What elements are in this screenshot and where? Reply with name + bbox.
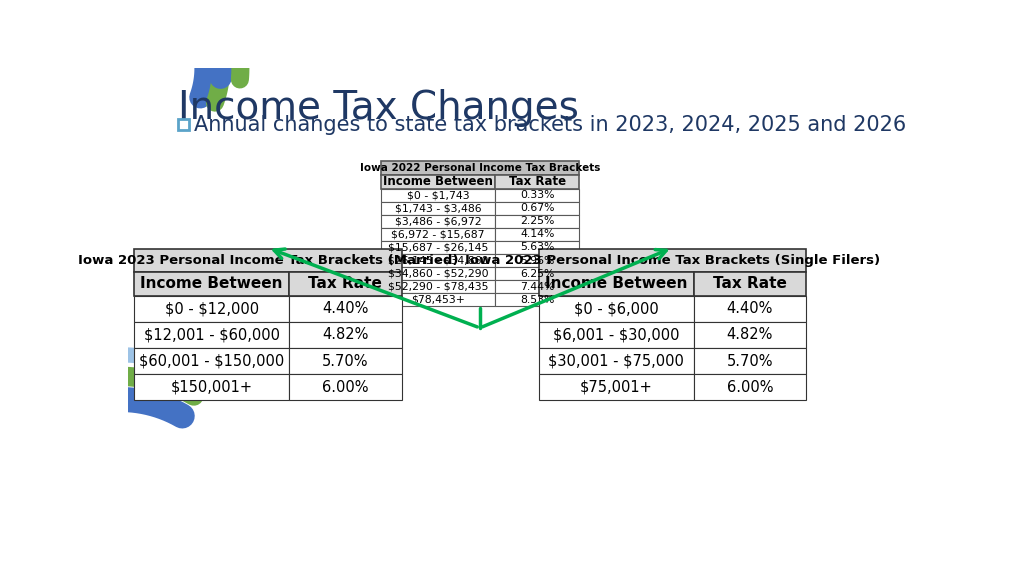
Text: Annual changes to state tax brackets in 2023, 2024, 2025 and 2026: Annual changes to state tax brackets in …: [194, 115, 906, 135]
Text: 7.44%: 7.44%: [520, 282, 554, 292]
FancyBboxPatch shape: [496, 202, 579, 215]
FancyBboxPatch shape: [693, 321, 806, 348]
Text: \$1,743 - \$3,486: \$1,743 - \$3,486: [394, 203, 481, 213]
Text: 4.40%: 4.40%: [323, 301, 369, 316]
Text: 0.67%: 0.67%: [520, 203, 554, 213]
Text: \$6,972 - \$15,687: \$6,972 - \$15,687: [391, 229, 484, 239]
FancyBboxPatch shape: [381, 202, 496, 215]
Text: Iowa 2022 Personal Income Tax Brackets: Iowa 2022 Personal Income Tax Brackets: [359, 162, 600, 173]
FancyBboxPatch shape: [496, 215, 579, 228]
Text: 8.53%: 8.53%: [520, 295, 554, 305]
Text: Income Between: Income Between: [140, 276, 283, 291]
FancyBboxPatch shape: [289, 296, 401, 321]
Text: 5.63%: 5.63%: [520, 242, 554, 253]
Text: \$0 - \$1,743: \$0 - \$1,743: [407, 190, 469, 200]
FancyBboxPatch shape: [539, 321, 693, 348]
Text: \$150,001+: \$150,001+: [171, 380, 253, 394]
Text: \$15,687 - \$26,145: \$15,687 - \$26,145: [388, 242, 488, 253]
FancyBboxPatch shape: [134, 348, 289, 374]
Text: \$6,001 - \$30,000: \$6,001 - \$30,000: [553, 327, 680, 343]
FancyBboxPatch shape: [134, 321, 289, 348]
Text: \$0 - \$12,000: \$0 - \$12,000: [165, 301, 259, 316]
Text: Income Between: Income Between: [545, 276, 687, 291]
FancyBboxPatch shape: [381, 241, 496, 254]
FancyBboxPatch shape: [381, 228, 496, 241]
Text: \$34,860 - \$52,290: \$34,860 - \$52,290: [388, 268, 488, 279]
Text: 5.70%: 5.70%: [727, 353, 773, 368]
Text: Tax Rate: Tax Rate: [509, 175, 566, 188]
Text: 5.70%: 5.70%: [323, 353, 369, 368]
Text: \$60,001 - \$150,000: \$60,001 - \$150,000: [139, 353, 285, 368]
Text: 4.14%: 4.14%: [520, 229, 554, 239]
Text: 4.40%: 4.40%: [727, 301, 773, 316]
FancyBboxPatch shape: [539, 296, 693, 321]
FancyBboxPatch shape: [134, 249, 401, 272]
FancyBboxPatch shape: [289, 272, 401, 296]
FancyBboxPatch shape: [539, 249, 806, 272]
Text: 6.00%: 6.00%: [323, 380, 369, 394]
FancyBboxPatch shape: [381, 293, 496, 306]
Text: \$78,453+: \$78,453+: [411, 295, 465, 305]
Text: 5.96%: 5.96%: [520, 255, 554, 266]
Text: \$3,486 - \$6,972: \$3,486 - \$6,972: [394, 216, 481, 226]
FancyBboxPatch shape: [289, 374, 401, 400]
FancyBboxPatch shape: [539, 272, 693, 296]
Text: Income Between: Income Between: [383, 175, 493, 188]
FancyBboxPatch shape: [496, 241, 579, 254]
FancyBboxPatch shape: [381, 174, 496, 189]
FancyBboxPatch shape: [693, 272, 806, 296]
Text: 6.00%: 6.00%: [727, 380, 773, 394]
FancyBboxPatch shape: [381, 280, 496, 293]
Text: \$26,145 - \$34,860: \$26,145 - \$34,860: [388, 255, 488, 266]
FancyBboxPatch shape: [381, 267, 496, 280]
FancyBboxPatch shape: [693, 348, 806, 374]
FancyBboxPatch shape: [496, 189, 579, 202]
FancyBboxPatch shape: [496, 280, 579, 293]
Text: \$0 - \$6,000: \$0 - \$6,000: [573, 301, 658, 316]
FancyBboxPatch shape: [539, 374, 693, 400]
FancyBboxPatch shape: [693, 296, 806, 321]
Text: Tax Rate: Tax Rate: [308, 276, 382, 291]
Text: Iowa 2023 Personal Income Tax Brackets (Married): Iowa 2023 Personal Income Tax Brackets (…: [78, 254, 458, 267]
Text: 4.82%: 4.82%: [727, 327, 773, 343]
FancyBboxPatch shape: [693, 374, 806, 400]
FancyBboxPatch shape: [539, 348, 693, 374]
Text: Tax Rate: Tax Rate: [713, 276, 786, 291]
FancyBboxPatch shape: [134, 272, 289, 296]
FancyBboxPatch shape: [289, 348, 401, 374]
Text: Income Tax Changes: Income Tax Changes: [178, 89, 580, 127]
Text: 4.82%: 4.82%: [323, 327, 369, 343]
Text: \$30,001 - \$75,000: \$30,001 - \$75,000: [548, 353, 684, 368]
Text: Iowa 2023 Personal Income Tax Brackets (Single Filers): Iowa 2023 Personal Income Tax Brackets (…: [465, 254, 880, 267]
Text: 0.33%: 0.33%: [520, 190, 554, 200]
Text: \$75,001+: \$75,001+: [580, 380, 652, 394]
FancyBboxPatch shape: [381, 161, 579, 174]
Text: \$12,001 - \$60,000: \$12,001 - \$60,000: [143, 327, 280, 343]
FancyBboxPatch shape: [381, 189, 496, 202]
FancyBboxPatch shape: [134, 296, 289, 321]
FancyBboxPatch shape: [134, 374, 289, 400]
FancyBboxPatch shape: [496, 267, 579, 280]
FancyBboxPatch shape: [381, 215, 496, 228]
FancyBboxPatch shape: [496, 228, 579, 241]
Text: \$52,290 - \$78,435: \$52,290 - \$78,435: [388, 282, 488, 292]
FancyBboxPatch shape: [381, 254, 496, 267]
FancyBboxPatch shape: [496, 254, 579, 267]
FancyBboxPatch shape: [496, 293, 579, 306]
FancyBboxPatch shape: [496, 174, 579, 189]
FancyBboxPatch shape: [289, 321, 401, 348]
FancyBboxPatch shape: [178, 119, 189, 130]
Text: 6.25%: 6.25%: [520, 268, 554, 279]
Text: 2.25%: 2.25%: [520, 216, 554, 226]
